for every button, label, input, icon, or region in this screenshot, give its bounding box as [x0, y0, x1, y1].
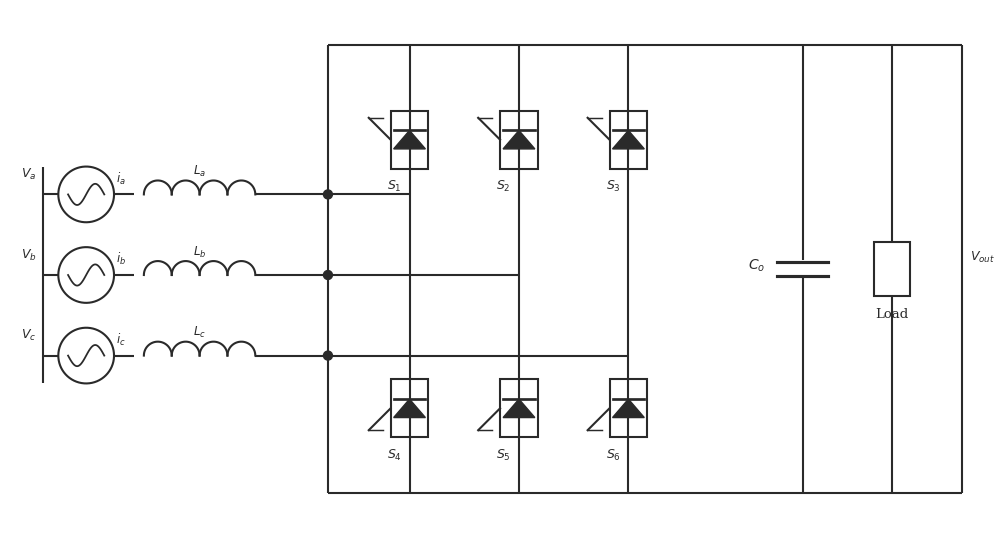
Polygon shape	[503, 399, 535, 418]
Circle shape	[323, 190, 332, 199]
Text: $S_5$: $S_5$	[496, 447, 511, 463]
Text: $V_c$: $V_c$	[21, 328, 36, 343]
Bar	[391, 111, 428, 169]
Bar	[500, 379, 538, 437]
Circle shape	[323, 271, 332, 279]
Text: $V_b$: $V_b$	[21, 248, 36, 262]
Polygon shape	[503, 131, 535, 149]
Polygon shape	[613, 131, 644, 149]
Text: $S_3$: $S_3$	[606, 179, 620, 194]
Polygon shape	[613, 399, 644, 418]
Bar	[874, 242, 910, 296]
Text: $C_o$: $C_o$	[748, 258, 765, 274]
Text: $L_a$: $L_a$	[193, 164, 206, 179]
Text: $S_4$: $S_4$	[387, 447, 402, 463]
Text: $S_1$: $S_1$	[387, 179, 401, 194]
Bar	[610, 111, 647, 169]
Text: $i_a$: $i_a$	[116, 170, 126, 187]
Bar	[391, 379, 428, 437]
Text: $i_b$: $i_b$	[116, 251, 126, 267]
Text: $S_6$: $S_6$	[606, 447, 620, 463]
Text: $i_c$: $i_c$	[116, 332, 126, 348]
Circle shape	[323, 351, 332, 360]
Polygon shape	[394, 399, 425, 418]
Text: $V_a$: $V_a$	[21, 167, 36, 182]
Text: $S_2$: $S_2$	[496, 179, 511, 194]
Text: $L_c$: $L_c$	[193, 325, 206, 340]
Polygon shape	[394, 131, 425, 149]
Text: Load: Load	[875, 309, 909, 321]
Text: $V_{out}$: $V_{out}$	[970, 250, 995, 265]
Text: $L_b$: $L_b$	[193, 244, 206, 260]
Bar	[610, 379, 647, 437]
Bar	[500, 111, 538, 169]
